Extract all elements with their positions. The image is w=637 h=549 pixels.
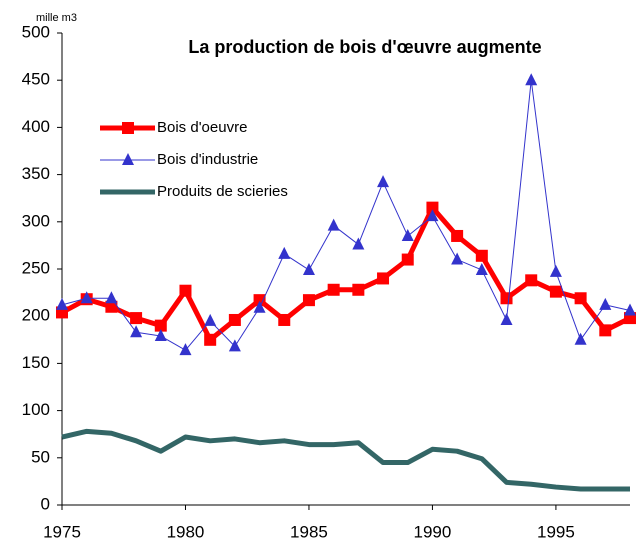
marker	[302, 294, 315, 307]
y-axis-label: mille m3	[36, 12, 77, 24]
marker	[204, 313, 217, 326]
y-tick-label: 450	[22, 70, 50, 89]
y-tick-label: 0	[41, 494, 50, 513]
marker	[549, 285, 562, 298]
marker	[179, 284, 192, 297]
y-tick-label: 500	[22, 22, 50, 41]
marker	[179, 343, 192, 356]
y-tick-label: 350	[22, 164, 50, 183]
marker	[278, 313, 291, 326]
marker	[549, 264, 562, 277]
x-tick-label: 1985	[290, 522, 328, 541]
y-tick-label: 150	[22, 353, 50, 372]
marker	[228, 313, 241, 326]
marker	[500, 312, 513, 325]
marker	[56, 297, 68, 310]
marker	[130, 312, 143, 325]
marker	[122, 122, 134, 134]
marker	[80, 291, 93, 304]
marker	[352, 237, 365, 250]
series-line	[60, 205, 632, 343]
y-tick-label: 50	[31, 447, 50, 466]
marker	[302, 262, 315, 275]
marker	[451, 229, 464, 242]
marker	[525, 73, 538, 86]
y-tick-label: 200	[22, 306, 50, 325]
marker	[105, 300, 118, 313]
y-tick-label: 100	[22, 400, 50, 419]
marker	[401, 228, 414, 241]
x-tick-label: 1975	[43, 522, 81, 541]
y-tick-label: 300	[22, 211, 50, 230]
marker	[228, 339, 241, 352]
marker	[278, 246, 291, 259]
x-tick-label: 1990	[414, 522, 452, 541]
marker	[426, 201, 439, 214]
series-line	[61, 79, 631, 351]
x-tick-label: 1995	[537, 522, 575, 541]
marker	[624, 303, 636, 316]
marker	[525, 274, 538, 287]
marker	[253, 294, 266, 307]
marker	[122, 153, 134, 165]
y-tick-label: 250	[22, 258, 50, 277]
marker	[426, 209, 439, 222]
marker	[154, 329, 167, 342]
x-tick-label: 1980	[167, 522, 205, 541]
marker	[451, 252, 464, 265]
marker	[475, 262, 488, 275]
marker	[401, 253, 414, 266]
marker	[154, 319, 167, 332]
marker	[130, 325, 143, 338]
marker	[377, 272, 390, 285]
marker	[574, 292, 587, 305]
marker	[204, 333, 217, 346]
marker	[377, 175, 390, 188]
marker	[599, 297, 612, 310]
marker	[105, 291, 118, 304]
legend-label: Bois d'industrie	[157, 151, 258, 168]
marker	[253, 300, 266, 313]
marker	[475, 249, 488, 262]
marker	[500, 292, 513, 305]
series-line	[61, 428, 630, 492]
marker	[327, 218, 340, 231]
legend-label: Produits de scieries	[157, 183, 288, 200]
marker	[574, 332, 587, 345]
marker	[327, 283, 340, 296]
chart-title: La production de bois d'œuvre augmente	[188, 37, 541, 57]
legend-label: Bois d'oeuvre	[157, 119, 247, 136]
marker	[599, 324, 612, 337]
y-tick-label: 400	[22, 117, 50, 136]
marker	[352, 283, 365, 296]
